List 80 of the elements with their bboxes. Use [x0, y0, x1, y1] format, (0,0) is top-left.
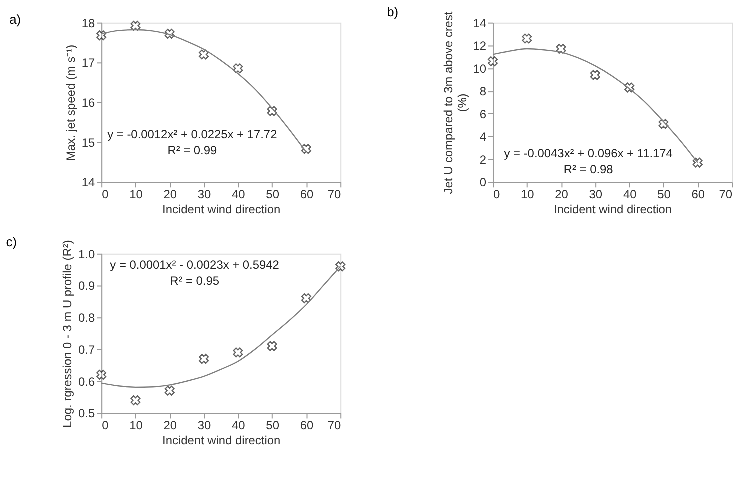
point — [624, 82, 635, 93]
x-tick-label: 30 — [198, 188, 212, 202]
chart-title: c) — [6, 234, 18, 250]
x-tick-label: 50 — [266, 188, 280, 202]
x-tick-label: 60 — [692, 188, 706, 202]
point — [164, 28, 175, 39]
x-tick-label: 50 — [266, 418, 280, 433]
point — [267, 106, 278, 116]
point — [199, 354, 210, 364]
annotation: y = 0.0001x² - 0.0023x + 0.5942 — [110, 258, 280, 272]
y-tick-label: 2 — [480, 152, 487, 167]
y-axis-title: Max. jet speed (m s⁻¹) — [64, 44, 78, 162]
point — [522, 34, 532, 44]
y-tick-label: 16 — [82, 96, 96, 110]
x-axis-title: Incident wind direction — [554, 202, 672, 217]
point — [301, 294, 312, 304]
y-tick-label: 15 — [82, 136, 96, 150]
y-tick-label: 12 — [473, 39, 487, 54]
y-tick-label: 0 — [480, 176, 487, 190]
y-axis-title: Jet U compared to 3m above crest (%) — [441, 11, 470, 194]
x-tick-label: 40 — [232, 418, 246, 433]
y-tick-label: 8 — [480, 84, 487, 99]
y-tick-label: 10 — [473, 62, 487, 76]
x-tick-label: 10 — [521, 188, 535, 202]
chart-title: b) — [387, 4, 399, 20]
annotation: y = -0.0043x² + 0.096x + 11.174 — [504, 146, 674, 160]
annotation: R² = 0.95 — [170, 274, 220, 288]
point — [301, 144, 312, 154]
x-tick-label: 60 — [300, 188, 314, 202]
y-tick-label: 17 — [82, 56, 96, 70]
x-tick-label: 0 — [102, 418, 110, 433]
x-tick-label: 70 — [328, 418, 342, 433]
y-tick-label: 0.9 — [78, 279, 96, 294]
point — [336, 262, 346, 272]
chart-title: a) — [10, 12, 22, 27]
x-tick-label: 60 — [300, 418, 314, 433]
x-axis-title: Incident wind direction — [162, 202, 281, 217]
annotation: y = -0.0012x² + 0.0225x + 17.72 — [108, 127, 278, 142]
x-tick-label: 10 — [130, 188, 144, 202]
point — [267, 341, 278, 352]
x-tick-label: 30 — [198, 418, 212, 433]
point — [199, 50, 210, 60]
x-tick-label: 0 — [493, 188, 500, 202]
y-tick-label: 0.7 — [78, 342, 96, 357]
x-axis-title: Incident wind direction — [162, 434, 281, 448]
point — [233, 348, 244, 358]
point — [658, 119, 669, 130]
y-tick-label: 4 — [480, 130, 487, 144]
point — [692, 158, 703, 168]
x-tick-label: 20 — [164, 188, 178, 202]
point — [556, 44, 566, 54]
point — [233, 64, 244, 74]
x-tick-label: 20 — [555, 188, 569, 202]
point — [96, 370, 107, 380]
point — [130, 21, 141, 32]
point — [590, 70, 600, 80]
y-tick-label: 14 — [82, 176, 96, 190]
annotation: R² = 0.99 — [168, 143, 218, 158]
x-tick-label: 70 — [328, 188, 342, 202]
point — [488, 56, 498, 67]
annotation: R² = 0.98 — [564, 162, 614, 176]
x-tick-label: 20 — [164, 418, 178, 433]
x-tick-label: 40 — [232, 188, 246, 202]
y-axis-title: Log. rgression 0 - 3 m U profile (R²) — [60, 240, 75, 428]
x-tick-label: 30 — [589, 188, 603, 202]
y-tick-label: 6 — [480, 107, 487, 122]
y-tick-label: 14 — [473, 16, 487, 30]
y-tick-label: 18 — [82, 16, 96, 30]
x-tick-label: 40 — [623, 188, 638, 202]
point — [164, 386, 175, 396]
y-tick-label: 0.8 — [78, 311, 96, 326]
x-tick-label: 10 — [130, 418, 144, 433]
point — [130, 395, 141, 406]
x-tick-label: 50 — [658, 188, 672, 202]
y-tick-label: 1.0 — [78, 247, 96, 262]
x-tick-label: 0 — [102, 188, 110, 202]
y-tick-label: 0.6 — [78, 374, 96, 389]
y-tick-label: 0.5 — [78, 406, 96, 421]
x-tick-label: 70 — [719, 188, 733, 202]
point — [96, 30, 107, 41]
